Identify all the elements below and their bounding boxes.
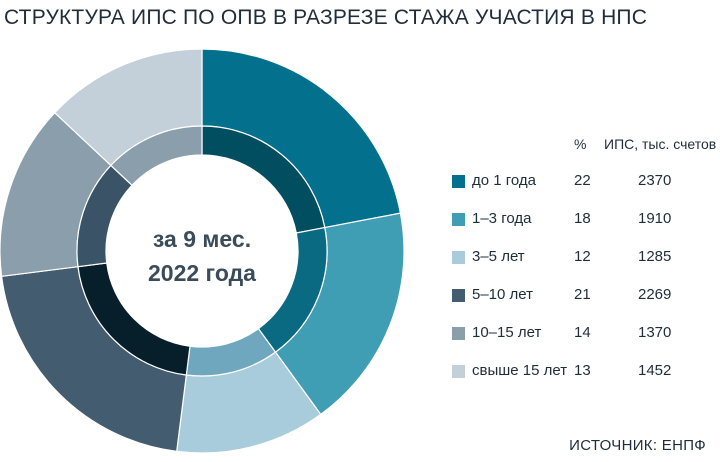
legend-pct-value: 22 <box>574 172 591 189</box>
legend-pct-value: 21 <box>574 286 591 303</box>
legend-row: до 1 года 22 2370 <box>452 172 714 192</box>
legend-pct-value: 13 <box>574 362 591 379</box>
legend-row: 3–5 лет 12 1285 <box>452 248 714 268</box>
legend-count-value: 1910 <box>638 210 672 227</box>
legend-swatch <box>452 213 465 226</box>
center-label: за 9 мес. 2022 года <box>120 222 284 290</box>
legend-pct-value: 14 <box>574 324 591 341</box>
legend-label: до 1 года <box>472 172 537 189</box>
legend-label: 1–3 года <box>472 210 532 227</box>
legend-count-value: 1370 <box>638 324 672 341</box>
source-note: ИСТОЧНИК: ЕНПФ <box>569 437 706 454</box>
chart-title: СТРУКТУРА ИПС ПО ОПВ В РАЗРЕЗЕ СТАЖА УЧА… <box>4 6 648 29</box>
legend-label: 3–5 лет <box>472 248 525 265</box>
legend-row: 1–3 года 18 1910 <box>452 210 714 230</box>
legend-swatch <box>452 251 465 264</box>
legend-header-pct: % <box>574 136 587 152</box>
legend-swatch <box>452 365 465 378</box>
legend-label: 5–10 лет <box>472 286 534 303</box>
legend-label: свыше 15 лет <box>472 362 568 379</box>
legend-swatch <box>452 327 465 340</box>
center-label-line1: за 9 мес. <box>152 226 252 252</box>
legend-swatch <box>452 289 465 302</box>
legend-count-value: 2370 <box>638 172 672 189</box>
center-label-line2: 2022 года <box>148 260 256 286</box>
legend-pct-value: 18 <box>574 210 591 227</box>
legend-count-value: 1452 <box>638 362 672 379</box>
legend-label: 10–15 лет <box>472 324 542 341</box>
legend-row: свыше 15 лет 13 1452 <box>452 362 714 382</box>
legend-pct-value: 12 <box>574 248 591 265</box>
legend-swatch <box>452 175 465 188</box>
legend-row: 5–10 лет 21 2269 <box>452 286 714 306</box>
legend-row: 10–15 лет 14 1370 <box>452 324 714 344</box>
legend-header-count: ИПС, тыс. счетов <box>604 136 717 152</box>
legend-count-value: 1285 <box>638 248 672 265</box>
legend-count-value: 2269 <box>638 286 672 303</box>
donut-slice-inner-5 <box>110 125 203 187</box>
